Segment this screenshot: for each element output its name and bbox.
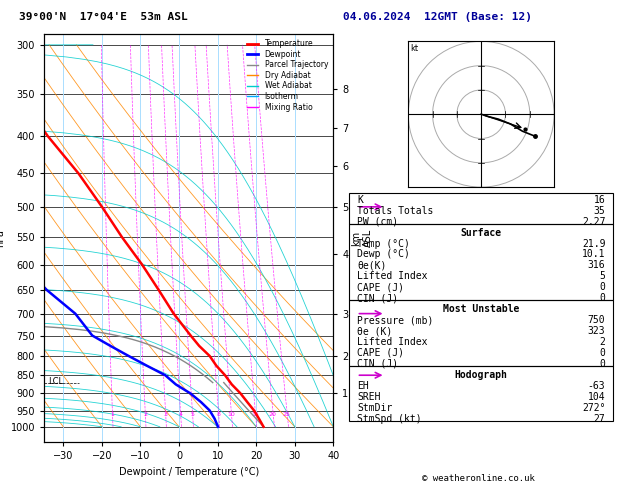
Text: StmDir: StmDir bbox=[357, 402, 392, 413]
Text: 4: 4 bbox=[179, 412, 182, 417]
Text: θe(K): θe(K) bbox=[357, 260, 386, 270]
Text: 39°00'N  17°04'E  53m ASL: 39°00'N 17°04'E 53m ASL bbox=[19, 12, 187, 22]
Text: 35: 35 bbox=[594, 206, 605, 216]
Text: 0: 0 bbox=[599, 348, 605, 358]
Text: K: K bbox=[357, 195, 363, 205]
Y-axis label: hPa: hPa bbox=[0, 229, 5, 247]
Text: PW (cm): PW (cm) bbox=[357, 217, 398, 226]
Text: 272°: 272° bbox=[582, 402, 605, 413]
Text: 323: 323 bbox=[587, 326, 605, 336]
Text: CIN (J): CIN (J) bbox=[357, 359, 398, 369]
Legend: Temperature, Dewpoint, Parcel Trajectory, Dry Adiabat, Wet Adiabat, Isotherm, Mi: Temperature, Dewpoint, Parcel Trajectory… bbox=[245, 38, 330, 113]
Text: Pressure (mb): Pressure (mb) bbox=[357, 315, 433, 325]
Text: 0: 0 bbox=[599, 293, 605, 303]
Text: 10: 10 bbox=[227, 412, 235, 417]
Text: Dewp (°C): Dewp (°C) bbox=[357, 249, 410, 260]
Text: 2: 2 bbox=[599, 337, 605, 347]
Text: SREH: SREH bbox=[357, 392, 381, 401]
Text: 2.27: 2.27 bbox=[582, 217, 605, 226]
Text: Hodograph: Hodograph bbox=[455, 370, 508, 380]
Text: Totals Totals: Totals Totals bbox=[357, 206, 433, 216]
Text: 5: 5 bbox=[599, 271, 605, 281]
X-axis label: Dewpoint / Temperature (°C): Dewpoint / Temperature (°C) bbox=[119, 467, 259, 477]
Text: 1: 1 bbox=[111, 412, 114, 417]
Bar bbox=[349, 224, 613, 300]
Bar bbox=[349, 300, 613, 366]
Text: LCL: LCL bbox=[48, 377, 63, 386]
Text: CAPE (J): CAPE (J) bbox=[357, 282, 404, 292]
Text: Lifted Index: Lifted Index bbox=[357, 271, 428, 281]
Text: 5: 5 bbox=[191, 412, 194, 417]
Text: 316: 316 bbox=[587, 260, 605, 270]
Text: 750: 750 bbox=[587, 315, 605, 325]
Text: 0: 0 bbox=[599, 359, 605, 369]
Text: © weatheronline.co.uk: © weatheronline.co.uk bbox=[421, 474, 535, 483]
Text: 16: 16 bbox=[594, 195, 605, 205]
Text: 21.9: 21.9 bbox=[582, 239, 605, 248]
Text: 04.06.2024  12GMT (Base: 12): 04.06.2024 12GMT (Base: 12) bbox=[343, 12, 532, 22]
Text: Temp (°C): Temp (°C) bbox=[357, 239, 410, 248]
Text: 20: 20 bbox=[269, 412, 277, 417]
Text: 27: 27 bbox=[594, 414, 605, 423]
Text: 3: 3 bbox=[164, 412, 167, 417]
Text: 0: 0 bbox=[599, 282, 605, 292]
Text: Lifted Index: Lifted Index bbox=[357, 337, 428, 347]
Text: CIN (J): CIN (J) bbox=[357, 293, 398, 303]
Text: 104: 104 bbox=[587, 392, 605, 401]
Text: Most Unstable: Most Unstable bbox=[443, 304, 520, 314]
Text: 2: 2 bbox=[143, 412, 147, 417]
Text: 8: 8 bbox=[216, 412, 220, 417]
Y-axis label: km
ASL: km ASL bbox=[352, 229, 373, 247]
Text: Surface: Surface bbox=[460, 227, 502, 238]
Text: 10.1: 10.1 bbox=[582, 249, 605, 260]
Bar bbox=[349, 193, 613, 224]
Text: CAPE (J): CAPE (J) bbox=[357, 348, 404, 358]
Text: StmSpd (kt): StmSpd (kt) bbox=[357, 414, 421, 423]
Text: EH: EH bbox=[357, 381, 369, 391]
Text: θe (K): θe (K) bbox=[357, 326, 392, 336]
Text: 25: 25 bbox=[283, 412, 291, 417]
Text: -63: -63 bbox=[587, 381, 605, 391]
Text: 15: 15 bbox=[252, 412, 259, 417]
Bar bbox=[349, 366, 613, 420]
Text: kt: kt bbox=[411, 44, 419, 53]
